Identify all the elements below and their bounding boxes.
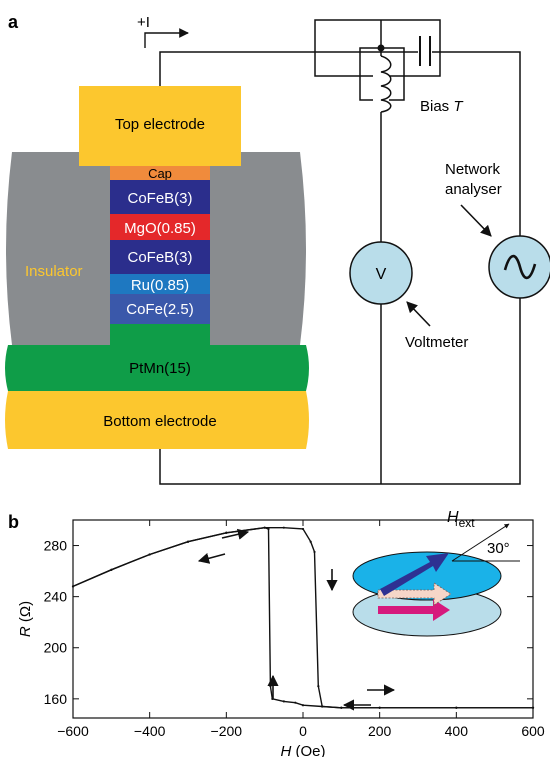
series-point bbox=[282, 700, 285, 703]
series-point bbox=[317, 684, 320, 688]
series-point bbox=[309, 540, 312, 543]
cofeb-bottom-layer bbox=[110, 240, 210, 274]
network-analyser-line1: Network bbox=[445, 161, 501, 178]
bottom-electrode bbox=[5, 391, 309, 449]
series-point bbox=[455, 706, 458, 709]
capacitor bbox=[418, 36, 432, 66]
sweep-direction-arrow bbox=[197, 552, 226, 564]
cofeb-bottom-label: CoFeB(3) bbox=[127, 249, 192, 266]
sine-wave-icon bbox=[503, 254, 537, 280]
ru-layer bbox=[110, 274, 210, 294]
series-point bbox=[313, 550, 316, 554]
insulator-blocks bbox=[6, 152, 306, 345]
inset-field-arrow bbox=[451, 523, 510, 562]
cofeb-top-layer bbox=[110, 180, 210, 214]
inductor-coil bbox=[373, 44, 392, 113]
series-point bbox=[378, 706, 381, 709]
network-analyser bbox=[488, 235, 550, 299]
series-point bbox=[71, 585, 75, 588]
inset-diagram: Hext 30° bbox=[352, 509, 520, 637]
y-axis-label: R (Ω) bbox=[17, 601, 34, 637]
inset-angle-label: 30° bbox=[487, 540, 510, 557]
series-point bbox=[186, 540, 190, 543]
y-tick-label: 160 bbox=[44, 691, 68, 707]
bottom-electrode-label: Bottom electrode bbox=[103, 413, 216, 430]
voltmeter: V bbox=[349, 241, 413, 305]
voltmeter-symbol: V bbox=[376, 266, 387, 283]
inset-free-layer-arrow bbox=[380, 553, 449, 596]
inset-field-label: Hext bbox=[447, 509, 475, 530]
top-electrode bbox=[79, 86, 241, 166]
x-tick-label: −400 bbox=[134, 723, 166, 739]
hysteresis-chart: −600 −400 −200 0 200 400 600 160 200 240 280 H (Oe)… bbox=[17, 519, 545, 757]
top-electrode-label: Top electrode bbox=[115, 116, 205, 133]
current-arrow: +I bbox=[137, 14, 189, 48]
x-tick-label: 200 bbox=[368, 723, 392, 739]
y-tick-label: 200 bbox=[44, 640, 68, 656]
series-point bbox=[263, 526, 266, 529]
voltmeter-label: Voltmeter bbox=[405, 334, 468, 351]
series-line-sweep-up bbox=[72, 527, 533, 709]
x-tick-label: 600 bbox=[521, 723, 545, 739]
series-point bbox=[225, 531, 228, 534]
bias-t-label: Bias T bbox=[420, 98, 464, 115]
series-point bbox=[110, 568, 113, 571]
panel-a-label: a bbox=[8, 12, 19, 32]
panel-b-label: b bbox=[8, 512, 19, 532]
series-point bbox=[269, 684, 272, 688]
network-analyser-line2: analyser bbox=[445, 181, 502, 198]
series-point bbox=[148, 553, 151, 556]
current-label: +I bbox=[137, 14, 150, 31]
cap-layer bbox=[110, 166, 210, 180]
x-tick-label: −200 bbox=[211, 723, 243, 739]
insulator-label: Insulator bbox=[25, 263, 83, 280]
series-point bbox=[282, 526, 285, 529]
cofeb-top-label: CoFeB(3) bbox=[127, 190, 192, 207]
x-tick-label: 400 bbox=[445, 723, 469, 739]
ptmn-label: PtMn(15) bbox=[129, 360, 191, 377]
ru-label: Ru(0.85) bbox=[131, 277, 189, 294]
inset-reference-arrow bbox=[377, 582, 452, 606]
series-point bbox=[321, 705, 324, 708]
y-tick-label: 280 bbox=[44, 538, 68, 554]
series-point bbox=[301, 527, 305, 531]
mgo-label: MgO(0.85) bbox=[124, 220, 196, 237]
cofe-layer bbox=[110, 294, 210, 324]
ptmn-layer bbox=[5, 324, 309, 391]
x-axis-label: H (Oe) bbox=[280, 743, 325, 757]
sweep-direction-arrow bbox=[221, 528, 250, 540]
network-analyser-pointer bbox=[460, 204, 492, 237]
series-point bbox=[531, 706, 535, 709]
mgo-layer bbox=[110, 214, 210, 240]
series-point bbox=[301, 704, 305, 707]
x-tick-label: 0 bbox=[299, 723, 307, 739]
voltmeter-pointer bbox=[406, 301, 431, 327]
series-point bbox=[294, 701, 297, 704]
cap-label: Cap bbox=[148, 166, 172, 181]
series-point bbox=[340, 706, 343, 709]
y-tick-label: 240 bbox=[44, 589, 68, 605]
inset-pinned-arrow bbox=[378, 599, 450, 621]
x-tick-label: −600 bbox=[57, 723, 89, 739]
cofe-label: CoFe(2.5) bbox=[126, 301, 194, 318]
